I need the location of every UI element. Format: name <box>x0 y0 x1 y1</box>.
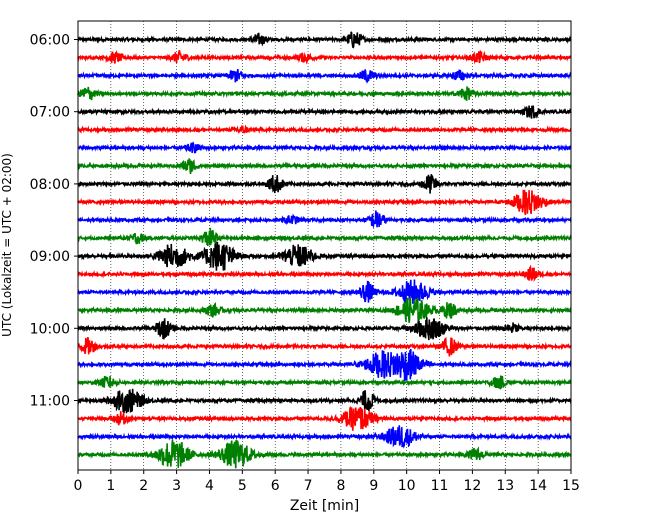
y-axis-label: UTC (Lokalzeit = UTC + 02:00) <box>0 153 14 337</box>
plot-frame <box>77 20 572 471</box>
seismic-trace <box>77 279 572 304</box>
x-tick-label: 3 <box>172 478 181 494</box>
seismic-trace <box>77 31 572 49</box>
y-axis: 06:00 07:00 08:00 09:00 10:00 11:00 <box>30 33 78 410</box>
seismic-trace <box>77 141 572 154</box>
seismic-trace <box>77 68 572 84</box>
seismic-trace <box>77 439 572 469</box>
x-tick-label: 8 <box>336 478 345 494</box>
x-tick-label: 2 <box>139 478 148 494</box>
x-tick-label: 0 <box>74 478 83 494</box>
y-tick-label: 11:00 <box>30 394 70 410</box>
seismic-trace <box>77 124 572 135</box>
x-tick-label: 4 <box>205 478 214 494</box>
trace-layer <box>77 31 572 469</box>
x-tick-label: 9 <box>369 478 378 494</box>
seismic-trace <box>77 349 572 381</box>
seismic-trace <box>77 425 572 449</box>
seismic-trace <box>77 297 572 323</box>
seismic-trace <box>77 406 572 431</box>
x-axis-label: Zeit [min] <box>290 498 359 514</box>
seismic-trace <box>77 210 572 229</box>
y-tick-label: 06:00 <box>30 33 70 49</box>
x-axis: 0 1 2 3 4 5 6 7 8 9 10 11 12 13 14 15 <box>74 470 580 494</box>
seismic-trace <box>77 189 572 216</box>
y-tick-label: 10:00 <box>30 321 70 337</box>
x-tick-label: 5 <box>238 478 247 494</box>
seismic-trace <box>77 241 572 271</box>
x-tick-label: 10 <box>398 478 416 494</box>
seismic-trace <box>77 86 572 102</box>
seismic-trace <box>77 388 572 414</box>
seismic-trace <box>77 105 572 119</box>
y-tick-label: 07:00 <box>30 105 70 121</box>
x-tick-label: 7 <box>304 478 313 494</box>
seismic-trace <box>77 336 572 357</box>
x-tick-label: 1 <box>106 478 115 494</box>
y-tick-label: 08:00 <box>30 177 70 193</box>
x-tick-label: 6 <box>271 478 280 494</box>
seismic-trace <box>77 264 572 282</box>
y-tick-label: 09:00 <box>30 249 70 265</box>
x-tick-label: 13 <box>496 478 514 494</box>
seismic-trace <box>77 375 572 390</box>
x-tick-label: 15 <box>562 478 580 494</box>
x-tick-label: 14 <box>529 478 547 494</box>
seismic-trace <box>77 317 572 341</box>
x-tick-label: 11 <box>431 478 449 494</box>
seismic-trace <box>77 49 572 65</box>
x-tick-label: 12 <box>463 478 481 494</box>
seismic-trace <box>77 174 572 194</box>
seismic-trace <box>77 227 572 247</box>
seismic-trace <box>77 157 572 175</box>
